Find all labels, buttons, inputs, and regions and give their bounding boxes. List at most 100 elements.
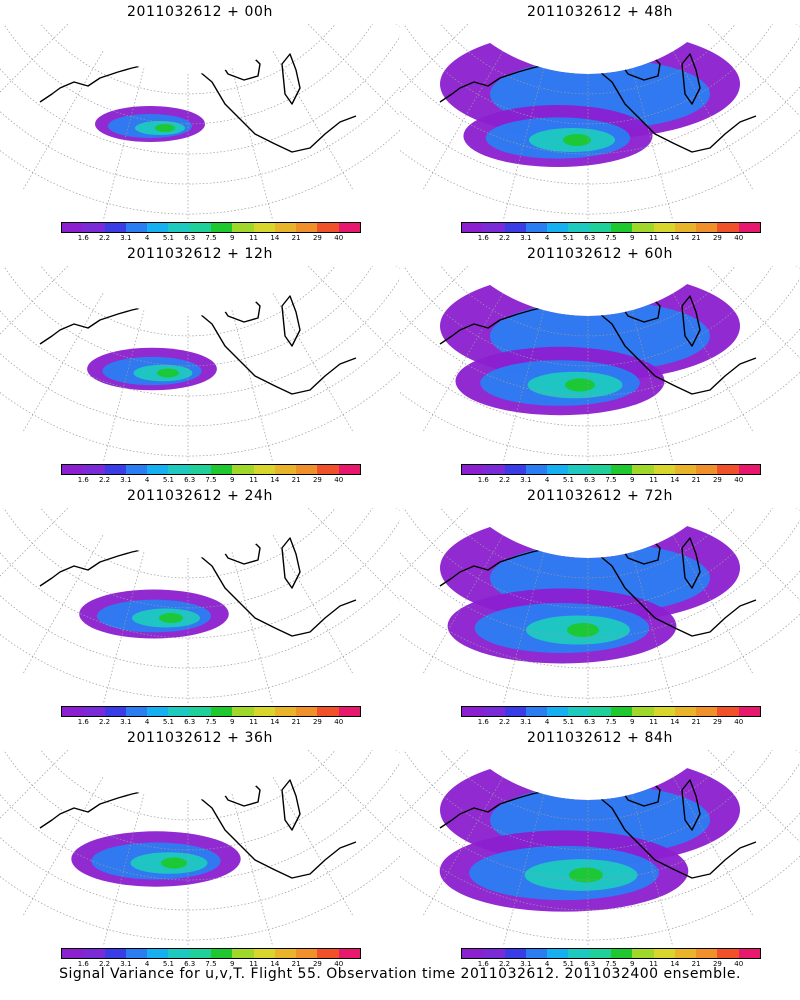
colorbar-swatch: [317, 223, 339, 232]
colorbar-label: 5.1: [162, 234, 174, 242]
colorbar-label: 3.1: [120, 960, 132, 968]
colorbar-swatch: [504, 707, 526, 716]
colorbar-labels: 1.6 2.2 3.1 4 5.1 6.3 7.5 9 11 14 21 29 40: [462, 960, 760, 970]
colorbar-swatch: [232, 707, 254, 716]
polar-map: [400, 266, 800, 462]
colorbar-swatch: [589, 465, 611, 474]
colorbar-swatch: [610, 949, 633, 958]
colorbar-swatch: [462, 465, 484, 474]
polar-map: [0, 750, 400, 946]
colorbar-label: 29: [712, 234, 722, 242]
colorbar-swatch: [653, 465, 675, 474]
colorbar-swatch: [168, 223, 190, 232]
colorbar: [61, 222, 361, 233]
colorbar-swatch: [62, 707, 84, 716]
colorbar-label: 3.1: [120, 476, 132, 484]
variance-shading: [71, 831, 241, 887]
colorbar: [61, 706, 361, 717]
colorbar-label: 4: [144, 234, 150, 242]
colorbar-swatch: [462, 223, 484, 232]
colorbar-swatch: [568, 465, 590, 474]
colorbar-swatch: [104, 949, 126, 958]
colorbar-label: 40: [334, 718, 344, 726]
colorbar-swatch: [147, 949, 169, 958]
colorbar-swatch: [696, 465, 718, 474]
colorbar-label: 4: [544, 718, 550, 726]
polar-map: [400, 508, 800, 704]
polar-map: [400, 750, 800, 946]
colorbar-swatch: [83, 465, 105, 474]
colorbar-label: 2.2: [498, 960, 511, 968]
colorbar-label: 5.1: [162, 718, 174, 726]
colorbar-label: 3.1: [120, 234, 132, 242]
colorbar-label: 4: [544, 476, 550, 484]
colorbar-swatch: [717, 465, 739, 474]
panel-title: 2011032612 + 48h: [527, 4, 673, 20]
colorbar-label: 4: [144, 476, 150, 484]
colorbar-swatch: [462, 707, 484, 716]
colorbar-swatch: [232, 465, 254, 474]
colorbar-swatch: [274, 465, 297, 474]
colorbar-swatch: [674, 223, 697, 232]
graticule: [400, 24, 800, 220]
colorbar-swatch: [717, 949, 739, 958]
colorbar-label: 6.3: [184, 234, 196, 242]
colorbar-label: 11: [249, 234, 259, 242]
colorbar-label: 2.2: [498, 718, 511, 726]
colorbar-swatch: [674, 949, 697, 958]
colorbar-label: 40: [734, 960, 744, 968]
colorbar-swatch: [653, 949, 675, 958]
colorbar-label: 5.1: [562, 718, 574, 726]
colorbar-label: 21: [291, 960, 301, 968]
colorbar: [461, 706, 761, 717]
variance-shading: [79, 589, 229, 639]
colorbar-swatch: [253, 465, 275, 474]
colorbar-swatch: [168, 707, 190, 716]
graticule: [400, 508, 800, 704]
colorbar-swatch: [253, 223, 275, 232]
colorbar-swatch: [589, 707, 611, 716]
colorbar-swatch: [104, 707, 126, 716]
colorbar-label: 14: [670, 234, 680, 242]
colorbar-label: 9: [630, 718, 635, 726]
colorbar-swatch: [525, 223, 548, 232]
colorbar-label: 14: [270, 718, 280, 726]
colorbar-swatch: [632, 707, 654, 716]
colorbar-swatch: [525, 949, 548, 958]
colorbar-labels: 1.6 2.2 3.1 4 5.1 6.3 7.5 9 11 14 21 29 40: [62, 718, 360, 728]
colorbar-swatch: [632, 223, 654, 232]
colorbar-swatch: [610, 707, 633, 716]
colorbar-swatch: [610, 223, 633, 232]
colorbar-swatch: [317, 465, 339, 474]
colorbar-swatch: [547, 949, 569, 958]
colorbar-swatch: [547, 465, 569, 474]
colorbar-label: 5.1: [562, 960, 574, 968]
colorbar-label: 2.2: [498, 234, 511, 242]
polar-map: [0, 24, 400, 220]
map-panel: 2011032612 + 24h 1.6 2.2 3.1 4 5.1 6.3 7.5 9 11 14…: [0, 484, 400, 728]
panel-title: 2011032612 + 12h: [127, 246, 273, 262]
panel-title: 2011032612 + 00h: [127, 4, 273, 20]
colorbar-label: 7.5: [605, 718, 617, 726]
colorbar-label: 6.3: [584, 960, 596, 968]
colorbar-labels: 1.6 2.2 3.1 4 5.1 6.3 7.5 9 11 14 21 29 40: [462, 718, 760, 728]
colorbar-label: 6.3: [184, 476, 196, 484]
colorbar-label: 40: [734, 718, 744, 726]
colorbar-swatch: [338, 223, 360, 232]
colorbar-swatch: [147, 223, 169, 232]
colorbar-label: 21: [291, 234, 301, 242]
colorbar-label: 2.2: [98, 960, 111, 968]
variance-shading: [440, 513, 740, 664]
map-panel: 2011032612 + 60h 1.6 2.2 3.1 4 5.1 6.3 7.5 9 11 14…: [400, 242, 800, 486]
colorbar-label: 7.5: [205, 718, 217, 726]
colorbar-swatch: [168, 949, 190, 958]
colorbar-swatch: [296, 223, 318, 232]
colorbar-label: 4: [544, 960, 550, 968]
map-content: [0, 266, 400, 462]
polar-map: [0, 266, 400, 462]
graticule: [400, 266, 800, 462]
colorbar-swatch: [274, 707, 297, 716]
colorbar-label: 14: [270, 476, 280, 484]
colorbar-swatch: [717, 707, 739, 716]
panel-title: 2011032612 + 72h: [527, 488, 673, 504]
